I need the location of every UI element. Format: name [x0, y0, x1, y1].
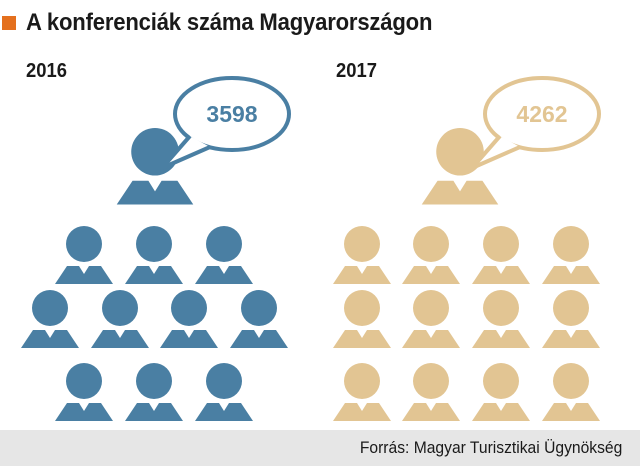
person-icon	[402, 226, 460, 284]
person-icon	[195, 363, 253, 421]
chart-header: A konferenciák száma Magyarországon	[0, 8, 468, 38]
person-icon	[472, 290, 530, 348]
leader-person-2016	[116, 127, 194, 205]
year-label-2016: 2016	[26, 60, 67, 82]
value-label: 4262	[516, 101, 567, 127]
person-icon	[472, 226, 530, 284]
person-icon	[402, 290, 460, 348]
year-label-2017: 2017	[336, 60, 377, 82]
person-icon	[21, 290, 79, 348]
person-icon	[333, 363, 391, 421]
source-footer: Forrás: Magyar Turisztikai Ügynökség	[0, 430, 640, 466]
person-icon	[472, 363, 530, 421]
person-icon	[542, 363, 600, 421]
person-icon	[542, 226, 600, 284]
chart-title: A konferenciák száma Magyarországon	[26, 9, 433, 36]
pictograph-chart: 3598 4262	[21, 76, 601, 421]
value-label: 3598	[206, 101, 257, 127]
person-icon	[55, 226, 113, 284]
person-icon	[230, 290, 288, 348]
person-icon	[333, 226, 391, 284]
person-icon	[195, 226, 253, 284]
person-icon	[160, 290, 218, 348]
person-icon	[125, 226, 183, 284]
person-icon	[402, 363, 460, 421]
person-icon	[333, 290, 391, 348]
title-marker	[2, 16, 16, 30]
leader-person-2017	[421, 127, 499, 205]
speech-bubble-2016: 3598	[160, 76, 291, 170]
person-icon	[91, 290, 149, 348]
speech-bubble-2017: 4262	[470, 76, 601, 170]
person-icon	[55, 363, 113, 421]
person-icon	[542, 290, 600, 348]
source-text: Forrás: Magyar Turisztikai Ügynökség	[359, 438, 622, 457]
person-icon	[125, 363, 183, 421]
